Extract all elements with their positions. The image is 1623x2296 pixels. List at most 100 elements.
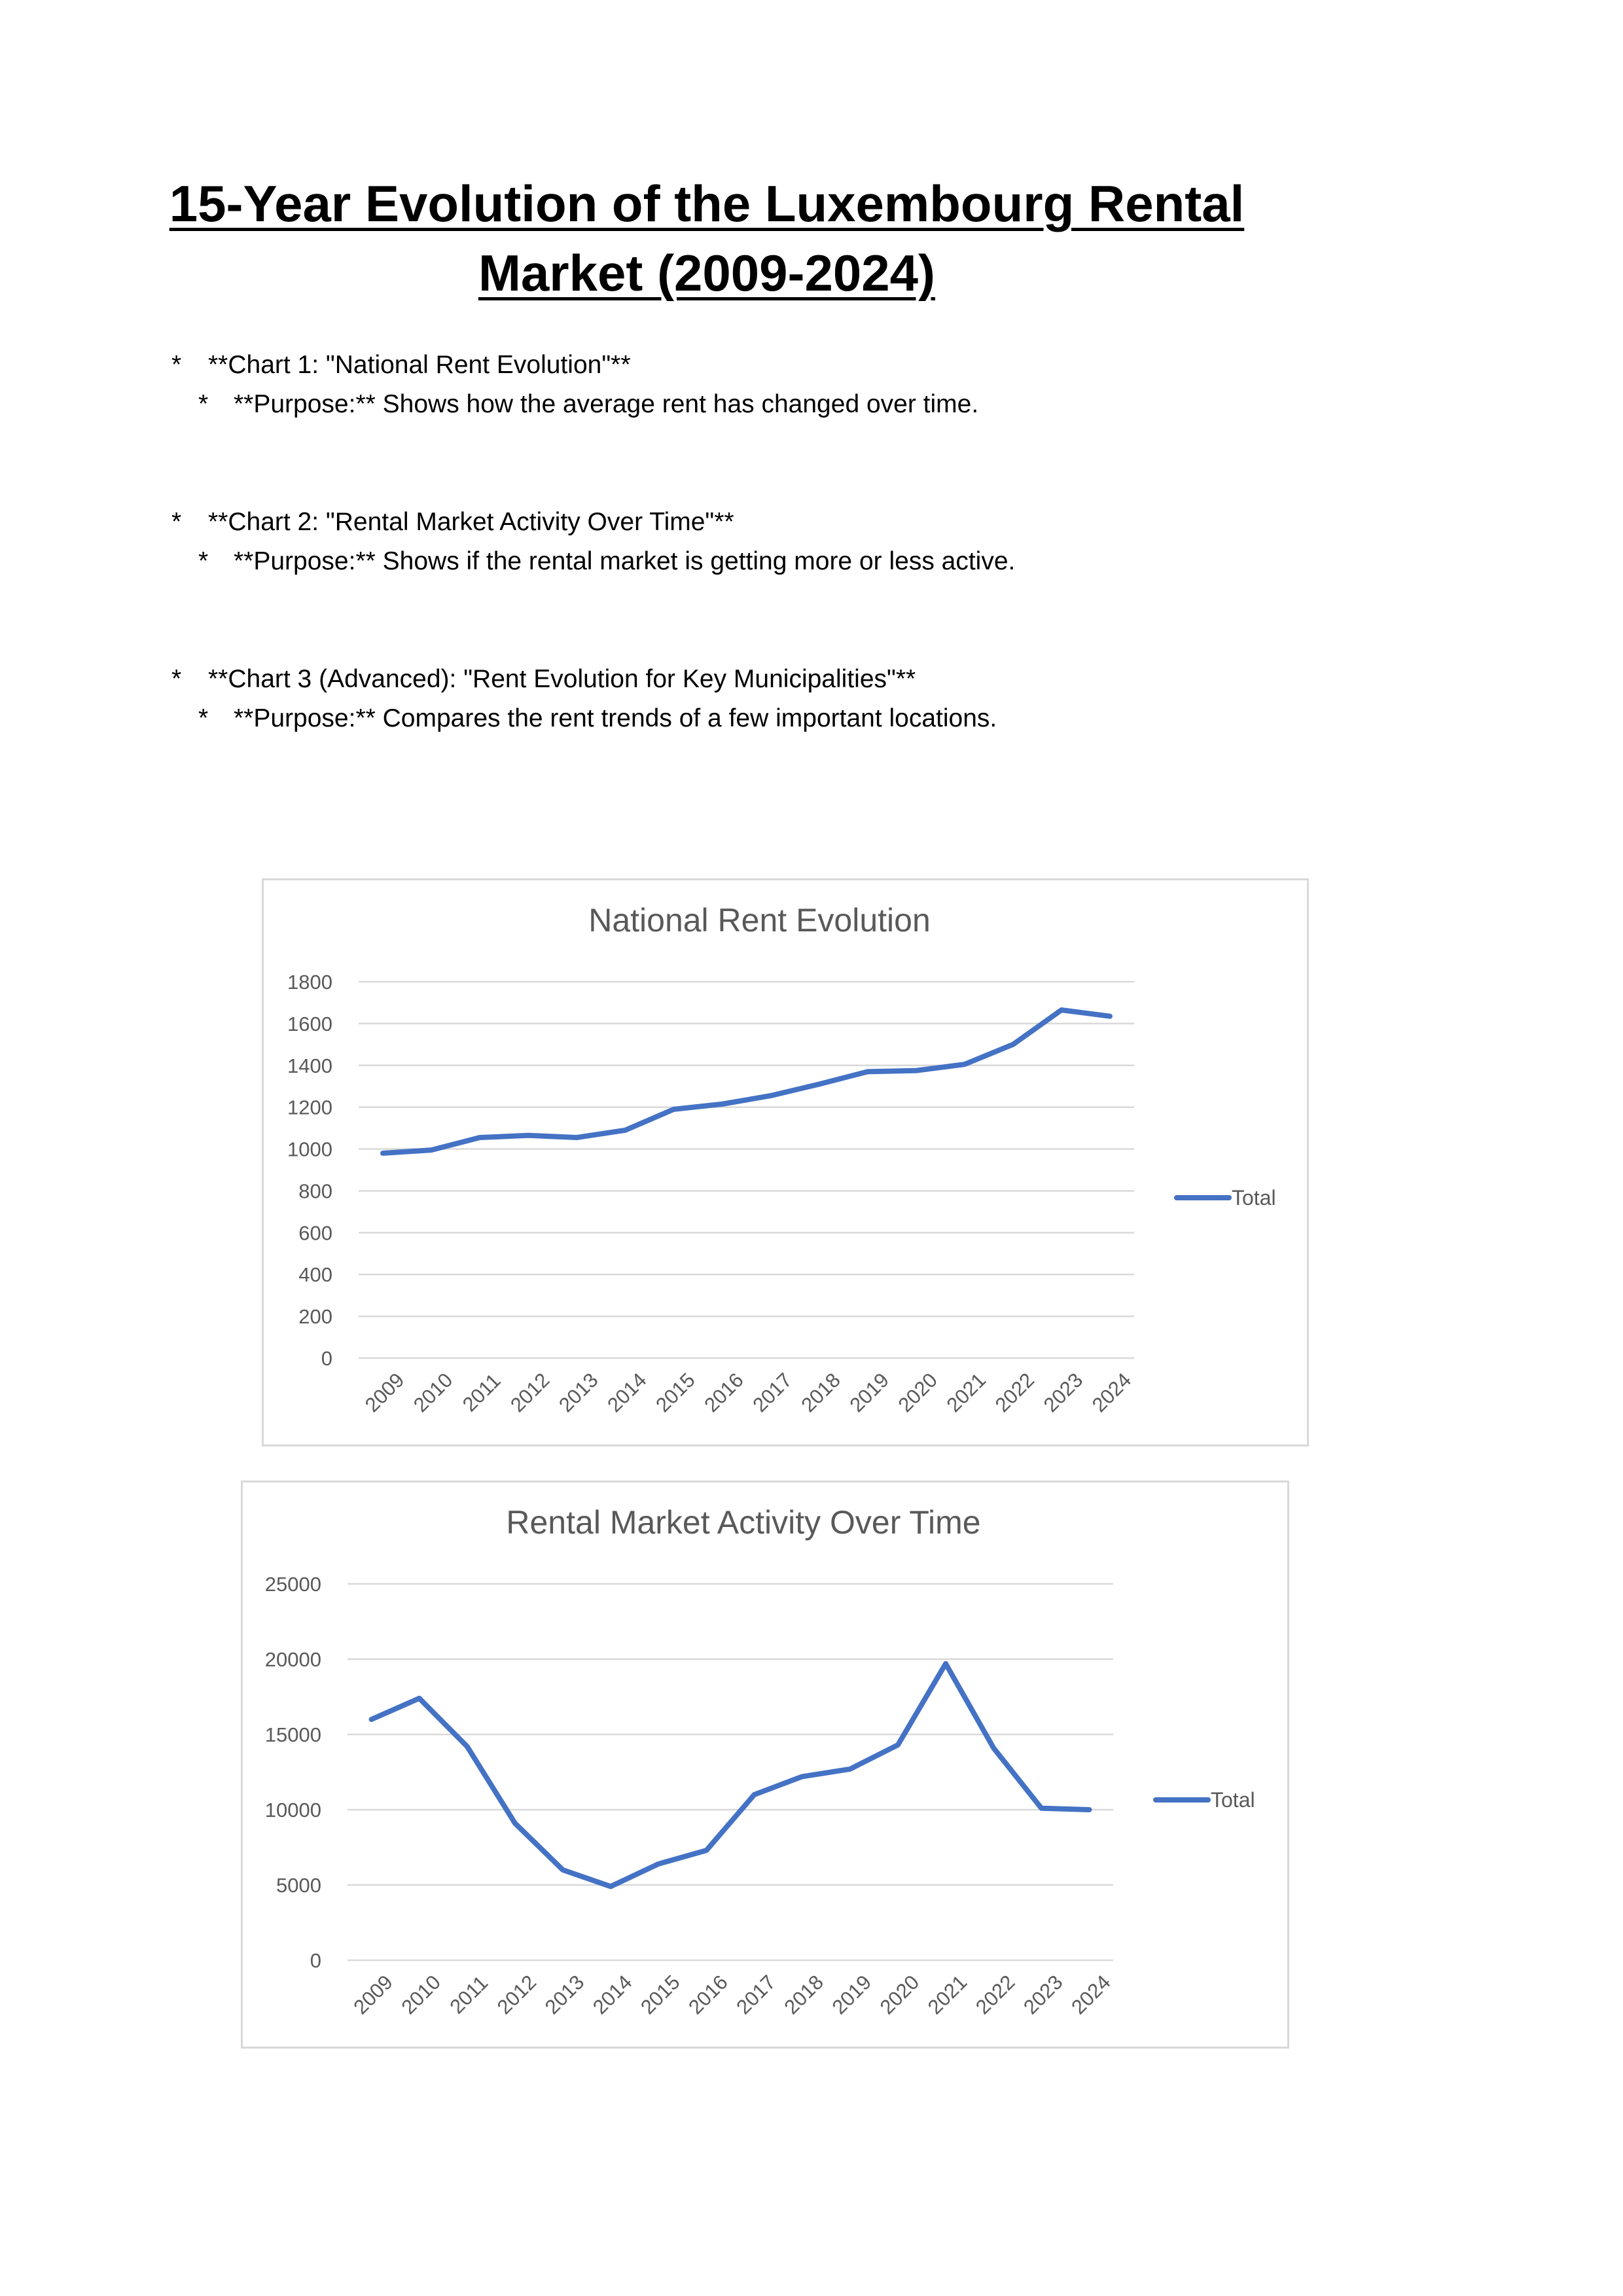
- bullet-marker: *: [171, 508, 182, 536]
- x-tick-label: 2023: [1019, 1971, 1067, 2019]
- x-tick-label: 2021: [923, 1971, 972, 2019]
- bullet-chart2-purpose: **Purpose:** Shows if the rental market …: [234, 547, 1016, 575]
- data-point: [624, 1129, 626, 1131]
- x-tick-label: 2011: [458, 1369, 505, 1416]
- bullet-chart2: **Chart 2: "Rental Market Activity Over …: [208, 508, 734, 536]
- x-tick-label: 2024: [1067, 1971, 1115, 2019]
- y-tick-label: 200: [298, 1305, 332, 1328]
- y-tick-label: 1200: [287, 1096, 332, 1119]
- chart-title: Rental Market Activity Over Time: [506, 1504, 980, 1541]
- x-tick-label: 2017: [732, 1971, 780, 2019]
- x-tick-label: 2015: [651, 1369, 700, 1417]
- bullet-chart1: **Chart 1: "National Rent Evolution"**: [208, 351, 631, 379]
- data-point: [801, 1776, 803, 1778]
- data-point: [370, 1719, 372, 1720]
- data-point: [514, 1822, 516, 1824]
- national-rent-chart: National Rent Evolution 0 200 400 600 800 1000…: [262, 878, 1309, 1446]
- x-tick-label: 2017: [748, 1369, 796, 1417]
- data-point: [610, 1886, 612, 1888]
- x-tick-label: 2012: [493, 1971, 541, 2019]
- x-tick-label: 2018: [780, 1971, 829, 2019]
- data-point: [382, 1152, 384, 1154]
- bullet-chart1-purpose: **Purpose:** Shows how the average rent …: [234, 390, 979, 418]
- data-point: [945, 1662, 947, 1664]
- data-point: [1041, 1807, 1043, 1809]
- data-point: [963, 1064, 965, 1066]
- national-rent-chart-svg: National Rent Evolution 0 200 400 600 800 1000…: [287, 902, 1276, 1417]
- data-point: [576, 1136, 578, 1138]
- data-point: [527, 1134, 529, 1136]
- data-point: [818, 1083, 820, 1085]
- legend-label: Total: [1211, 1788, 1255, 1812]
- y-tick-label: 400: [298, 1263, 332, 1286]
- data-point: [479, 1136, 481, 1138]
- y-tick-label: 0: [321, 1347, 332, 1370]
- bullet-marker: *: [198, 547, 209, 575]
- x-tick-label: 2011: [445, 1971, 492, 2018]
- rental-activity-chart-svg: Rental Market Activity Over Time 0 5000 100…: [265, 1504, 1255, 2019]
- x-tick-label: 2012: [506, 1369, 554, 1417]
- y-tick-label: 1000: [287, 1138, 332, 1161]
- series-line-total: [368, 1660, 1092, 1890]
- bullet-chart3: **Chart 3 (Advanced): "Rent Evolution fo…: [208, 665, 916, 693]
- data-point: [721, 1103, 723, 1105]
- x-tick-label: 2023: [1039, 1369, 1088, 1417]
- data-point: [1109, 1015, 1111, 1017]
- data-point: [1060, 1009, 1062, 1011]
- data-point: [431, 1149, 433, 1151]
- bullet-chart3-purpose: **Purpose:** Compares the rent trends of…: [234, 704, 997, 732]
- data-point: [1088, 1809, 1090, 1810]
- x-tick-label: 2019: [845, 1369, 893, 1417]
- data-point: [705, 1850, 707, 1852]
- bullet-marker: *: [198, 704, 209, 732]
- x-tick-label: 2014: [588, 1971, 637, 2019]
- x-tick-label: 2015: [636, 1971, 685, 2019]
- x-tick-label: 2010: [397, 1971, 446, 2019]
- y-tick-label: 600: [298, 1221, 332, 1244]
- data-point: [658, 1863, 660, 1865]
- y-tick-label: 0: [310, 1949, 321, 1972]
- data-point: [897, 1744, 899, 1746]
- data-point: [466, 1746, 468, 1748]
- x-tick-label: 2021: [942, 1369, 991, 1417]
- x-tick-label: 2014: [603, 1369, 651, 1417]
- data-point: [993, 1747, 995, 1749]
- y-tick-label: 10000: [265, 1799, 321, 1821]
- y-tick-label: 25000: [265, 1573, 321, 1596]
- document-title-line2: Market (2009-2024): [478, 244, 936, 302]
- data-point: [753, 1794, 755, 1795]
- x-tick-label: 2019: [828, 1971, 876, 2019]
- x-tick-label: 2016: [684, 1971, 732, 2019]
- document-title-line1: 15-Year Evolution of the Luxembourg Rent…: [169, 175, 1245, 232]
- data-point: [562, 1869, 564, 1871]
- x-tick-label: 2018: [796, 1369, 845, 1417]
- series-line-total: [380, 1007, 1113, 1156]
- x-tick-label: 2020: [894, 1369, 942, 1417]
- rental-activity-chart: Rental Market Activity Over Time 0 5000 100…: [241, 1480, 1289, 2049]
- y-tick-label: 1800: [287, 971, 332, 994]
- x-tick-label: 2020: [876, 1971, 924, 2019]
- bullet-marker: *: [171, 351, 182, 379]
- x-tick-label: 2013: [541, 1971, 589, 2019]
- bullet-marker: *: [198, 390, 209, 418]
- legend-label: Total: [1232, 1186, 1276, 1210]
- x-tick-label: 2024: [1088, 1369, 1136, 1417]
- data-point: [418, 1697, 420, 1699]
- chart-title: National Rent Evolution: [588, 902, 931, 939]
- x-tick-label: 2022: [971, 1971, 1020, 2019]
- y-tick-label: 15000: [265, 1723, 321, 1746]
- data-point: [849, 1768, 851, 1770]
- data-point: [673, 1108, 675, 1110]
- x-tick-label: 2016: [700, 1369, 748, 1417]
- data-point: [1012, 1043, 1014, 1045]
- data-point: [770, 1095, 772, 1097]
- x-tick-label: 2010: [409, 1369, 457, 1417]
- x-tick-label: 2009: [349, 1971, 397, 2019]
- data-point: [915, 1069, 917, 1071]
- y-tick-label: 1600: [287, 1013, 332, 1035]
- y-tick-label: 1400: [287, 1054, 332, 1077]
- x-tick-label: 2022: [991, 1369, 1039, 1417]
- x-tick-label: 2009: [361, 1369, 409, 1417]
- y-tick-label: 5000: [276, 1874, 321, 1897]
- bullet-marker: *: [171, 665, 182, 693]
